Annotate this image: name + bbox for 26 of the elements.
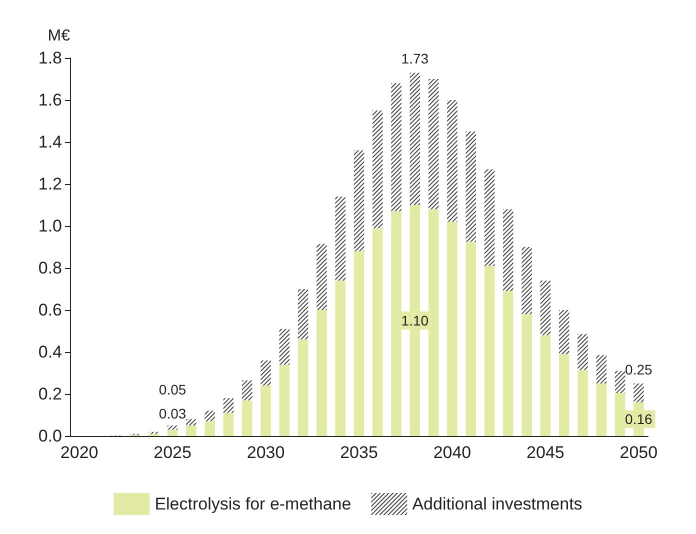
legend-label: Electrolysis for e-methane [154,494,352,514]
y-axis-title: M€ [48,28,70,44]
y-tick-label: 1.6 [38,90,62,110]
data-label: 1.10 [401,312,429,328]
legend-label: Additional investments [412,494,582,514]
x-tick-label: 2040 [433,443,472,462]
y-tick-label: 0.2 [38,384,62,404]
x-tick-label: 2045 [526,443,564,462]
y-tick-label: 1.4 [38,132,62,152]
x-tick-label: 2050 [620,443,658,462]
total-label: 0.05 [158,382,186,398]
y-tick-label: 0.8 [38,258,62,278]
x-tick-label: 2030 [246,443,285,462]
total-label: 0.25 [625,362,653,378]
x-tick-label: 2020 [60,443,98,462]
x-tick-label: 2025 [154,443,192,462]
y-tick-label: 1.8 [38,48,62,68]
data-label: 0.16 [625,411,653,428]
data-label: 0.03 [158,406,186,422]
x-tick-label: 2035 [340,443,378,462]
y-tick-label: 1.0 [38,216,62,236]
y-tick-label: 0.4 [38,342,62,362]
y-tick-label: 1.2 [38,174,62,194]
y-tick-label: 0.6 [38,300,62,320]
y-tick-label: 0.0 [38,426,62,446]
total-label: 1.73 [401,50,429,67]
